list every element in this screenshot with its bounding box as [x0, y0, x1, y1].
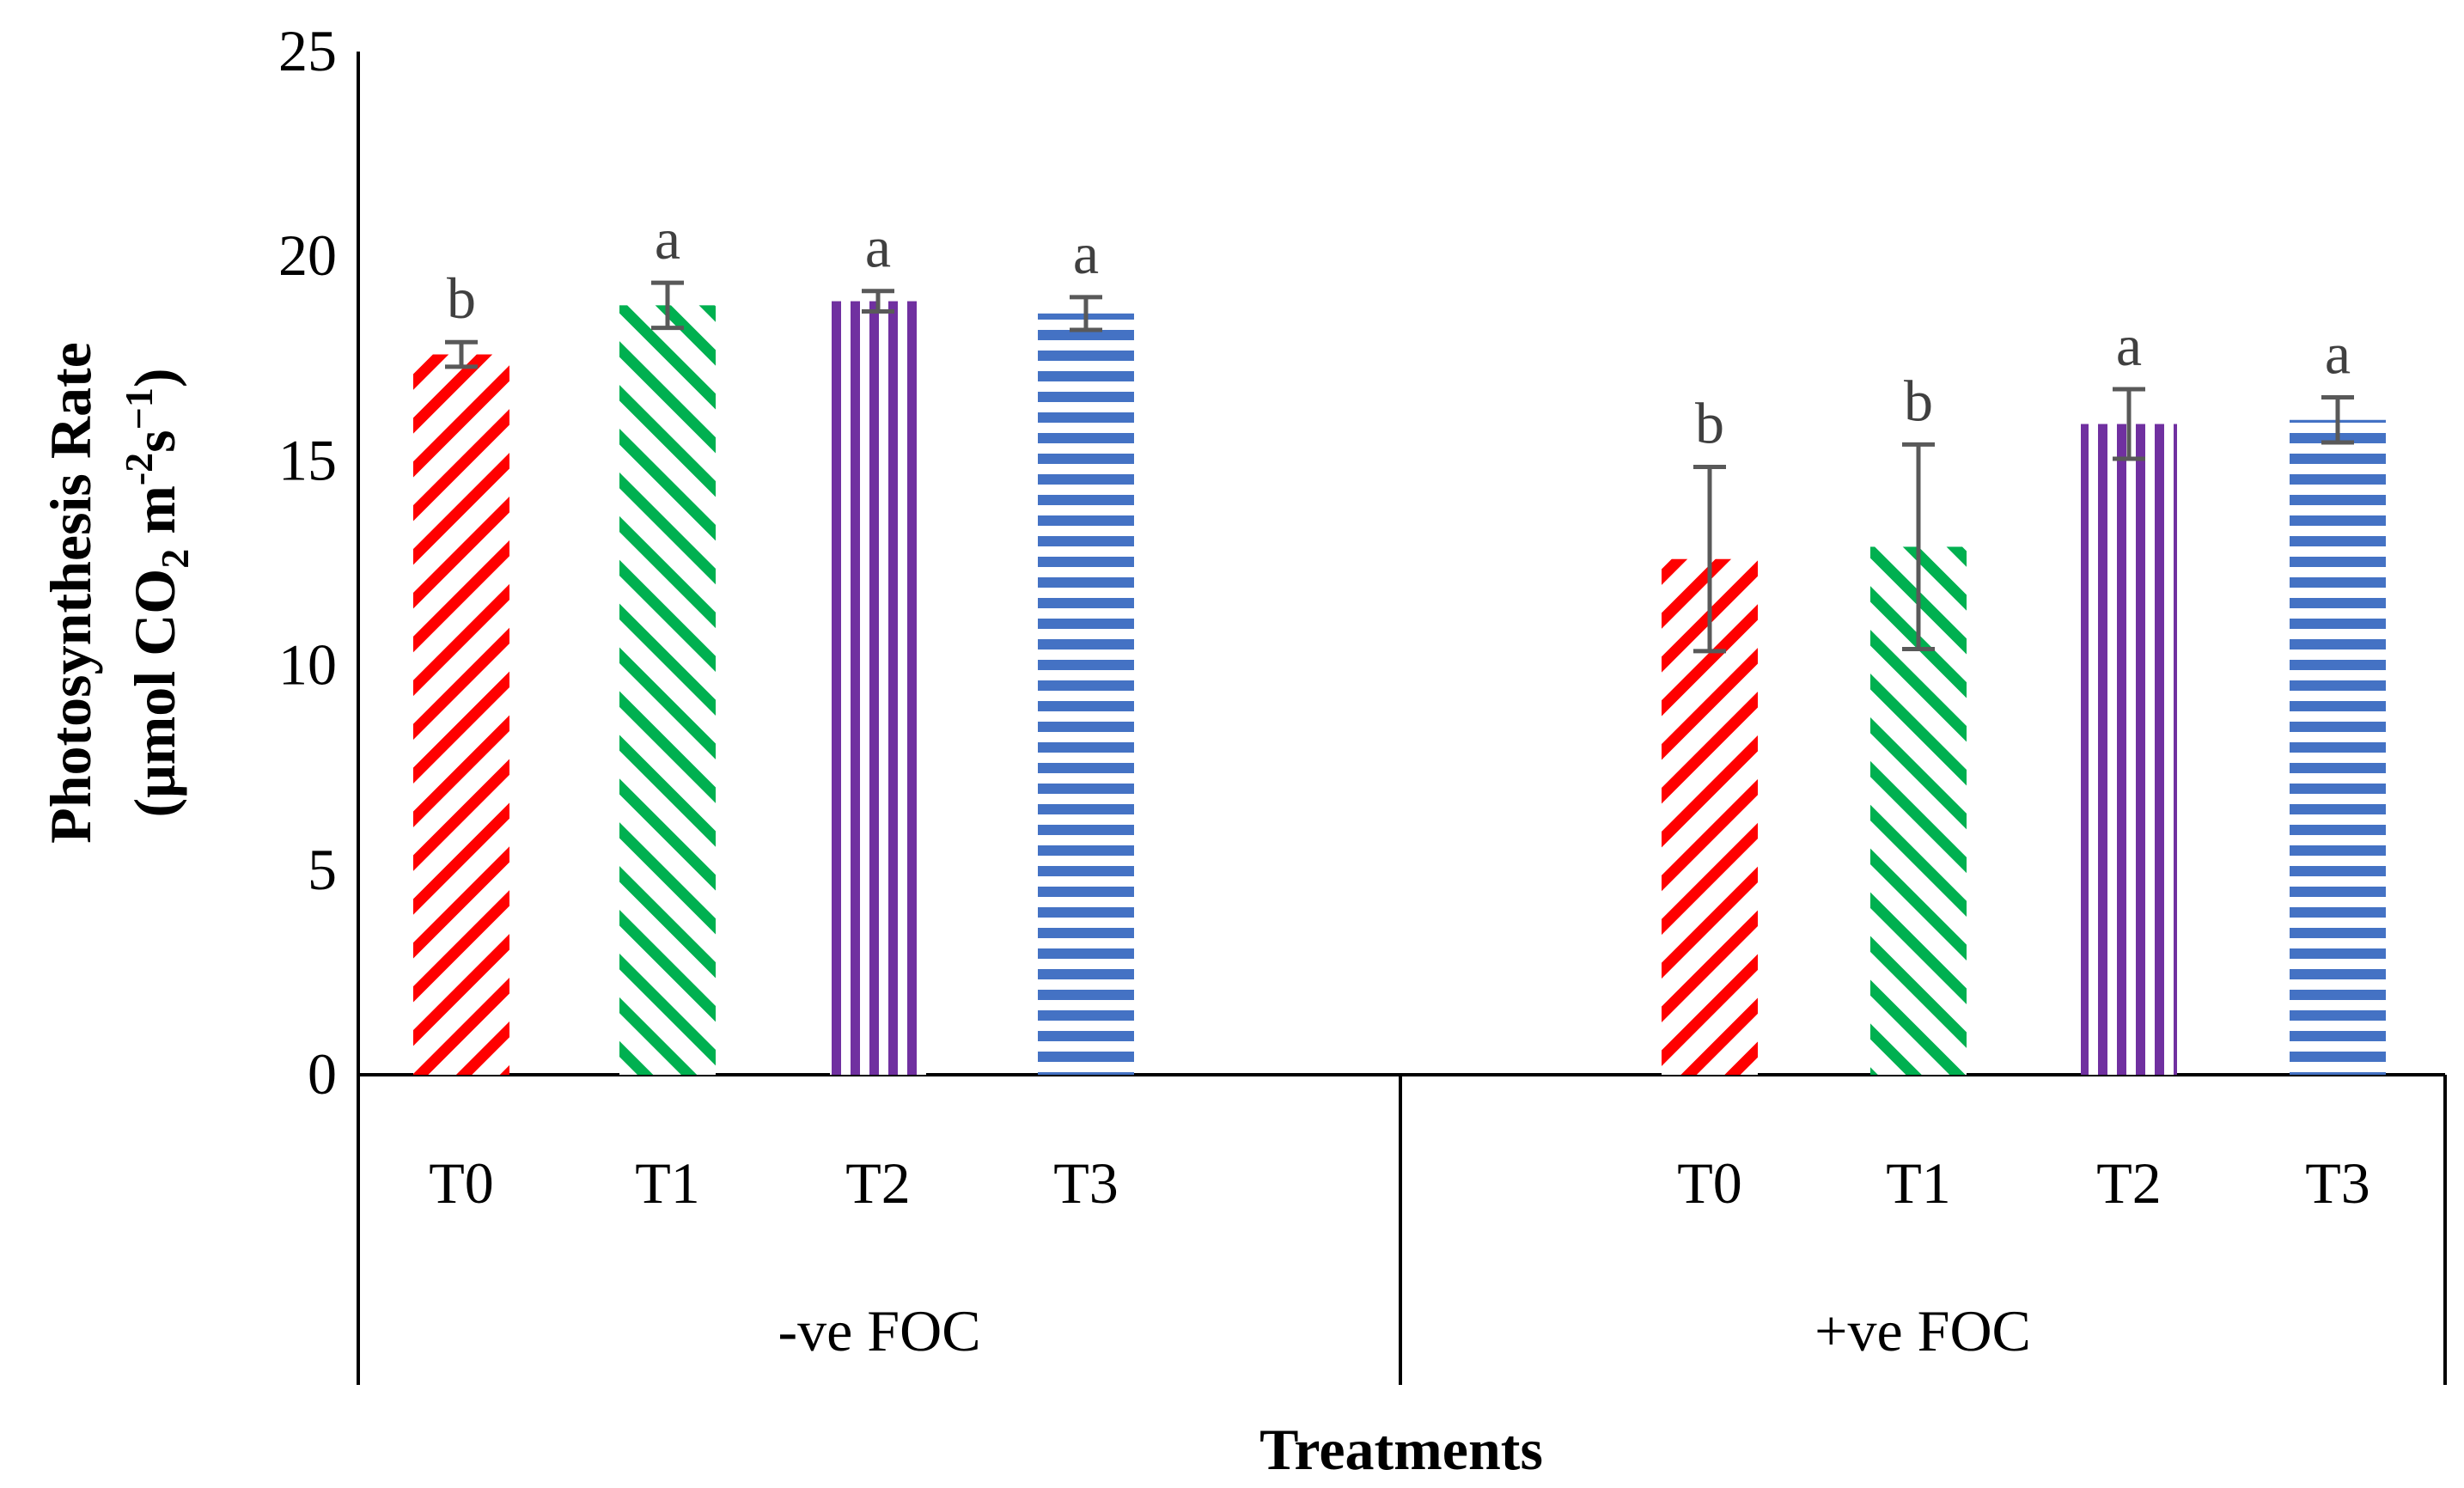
- y-tick-label: 0: [308, 1041, 337, 1107]
- y-axis-title-line2: (μmol CO2 m-2s−1): [117, 368, 197, 817]
- y-axis-title-line1: Photosynthesis Rate: [38, 342, 103, 844]
- y-unit-s-exponent: −1: [117, 387, 161, 430]
- y-tick-label: 5: [308, 837, 337, 902]
- y-unit-prefix: (μmol CO: [122, 569, 187, 818]
- bar-pos-t2: [2081, 424, 2177, 1075]
- y-unit-co2-subscript: 2: [153, 549, 197, 569]
- category-label: T3: [1053, 1150, 1119, 1216]
- group-labels: -ve FOC +ve FOC: [778, 1298, 2030, 1363]
- error-bar: [651, 280, 684, 331]
- error-bar: [1070, 295, 1102, 332]
- y-tick-label: 15: [278, 427, 337, 492]
- group-label: -ve FOC: [778, 1298, 980, 1363]
- bar-neg-t3: [1038, 313, 1134, 1075]
- significance-letter: b: [1904, 368, 1933, 433]
- y-tick-labels: 0 5 10 15 20 25: [278, 18, 337, 1107]
- y-unit-m: m: [122, 485, 187, 549]
- bar-neg-t0: [413, 354, 509, 1075]
- significance-letter: a: [865, 215, 891, 280]
- y-tick-label: 10: [278, 632, 337, 698]
- y-tick-label: 20: [278, 223, 337, 288]
- category-label: T3: [2305, 1150, 2370, 1216]
- y-tick-label: 25: [278, 18, 337, 83]
- category-label: T2: [2096, 1150, 2162, 1216]
- significance-letters: b a a a b b a a: [447, 206, 2351, 455]
- error-bar: [1693, 465, 1726, 654]
- category-label: T1: [1886, 1150, 1951, 1216]
- group-label: +ve FOC: [1814, 1298, 2031, 1363]
- error-bars: [445, 280, 2354, 654]
- significance-letter: b: [447, 265, 476, 331]
- bar-pos-t3: [2290, 419, 2386, 1075]
- y-axis-title: Photosynthesis Rate (μmol CO2 m-2s−1): [38, 342, 197, 844]
- significance-letter: b: [1695, 391, 1724, 456]
- category-label: T0: [1677, 1150, 1742, 1216]
- category-label: T0: [429, 1150, 494, 1216]
- y-unit-m-exponent: -2: [117, 453, 161, 485]
- bars: [413, 301, 2386, 1075]
- category-labels: T0 T1 T2 T3 T0 T1 T2 T3: [429, 1150, 2370, 1216]
- error-bar: [862, 289, 894, 314]
- significance-letter: a: [2325, 321, 2351, 387]
- y-unit-suffix: ): [122, 368, 187, 387]
- category-label: T2: [845, 1150, 911, 1216]
- bar-neg-t1: [619, 305, 716, 1075]
- error-bar: [2113, 387, 2145, 461]
- significance-letter: a: [1073, 221, 1099, 286]
- x-axis-title: Treatments: [1259, 1417, 1543, 1482]
- error-bar: [2321, 395, 2354, 445]
- category-label: T1: [635, 1150, 700, 1216]
- bar-neg-t2: [830, 301, 926, 1075]
- error-bar: [445, 339, 478, 369]
- error-bar: [1902, 442, 1935, 652]
- significance-letter: a: [2116, 313, 2142, 378]
- y-unit-s: s: [122, 430, 187, 452]
- significance-letter: a: [655, 206, 680, 271]
